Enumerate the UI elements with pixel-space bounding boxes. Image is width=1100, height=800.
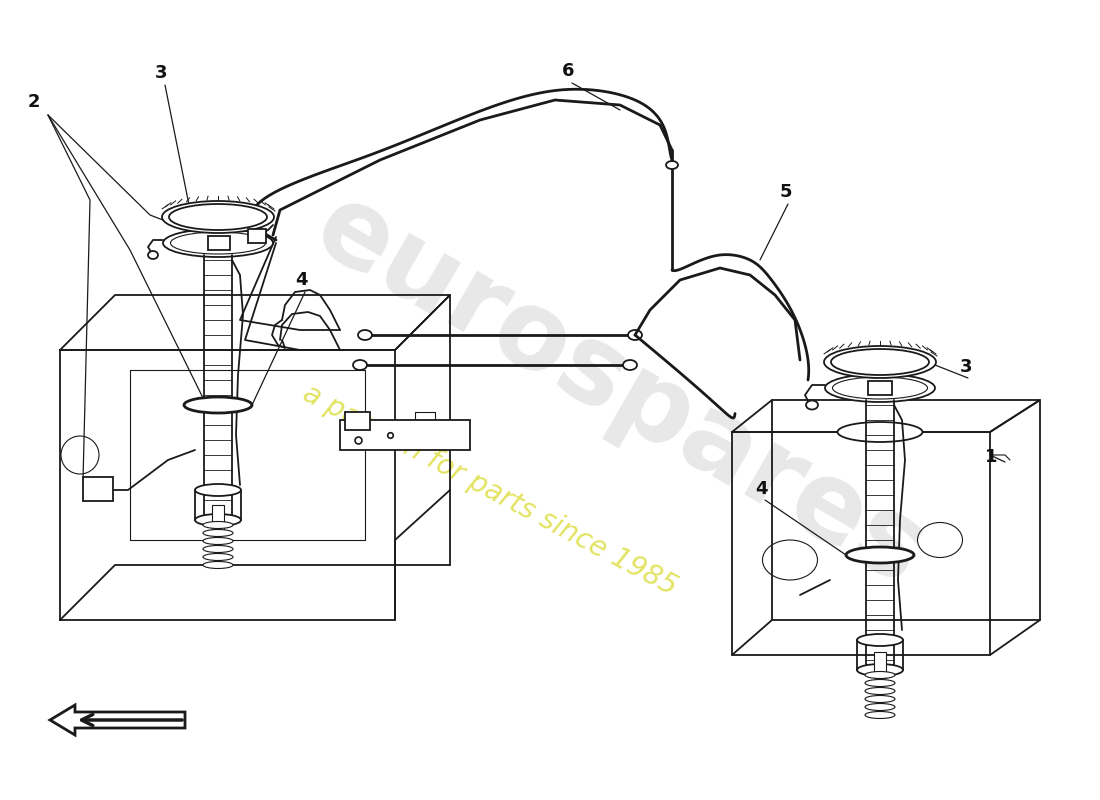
Ellipse shape (865, 703, 895, 710)
Text: eurospares: eurospares (297, 173, 944, 607)
Ellipse shape (846, 547, 914, 563)
Text: 3: 3 (155, 64, 167, 82)
Text: 6: 6 (562, 62, 574, 80)
Ellipse shape (169, 204, 267, 230)
Ellipse shape (162, 201, 274, 233)
Bar (208, 236, 230, 250)
Ellipse shape (170, 232, 265, 254)
Bar (345, 412, 370, 430)
Ellipse shape (195, 484, 241, 496)
Ellipse shape (865, 695, 895, 702)
Ellipse shape (204, 538, 233, 545)
Ellipse shape (837, 422, 923, 442)
Bar (248, 229, 266, 243)
Bar (868, 381, 892, 395)
Ellipse shape (204, 546, 233, 553)
Ellipse shape (857, 634, 903, 646)
Ellipse shape (163, 229, 273, 257)
Text: 5: 5 (780, 183, 792, 201)
Ellipse shape (857, 664, 903, 676)
Text: 4: 4 (295, 271, 308, 289)
Bar (212, 505, 224, 530)
Ellipse shape (865, 687, 895, 694)
Ellipse shape (865, 711, 895, 718)
Ellipse shape (204, 530, 233, 537)
Ellipse shape (865, 679, 895, 686)
Bar (415, 412, 434, 428)
Ellipse shape (833, 377, 927, 399)
Text: 2: 2 (28, 93, 41, 111)
Ellipse shape (204, 554, 233, 561)
Bar (82, 477, 113, 501)
Bar (340, 420, 470, 450)
Text: 4: 4 (755, 480, 768, 498)
Ellipse shape (184, 397, 252, 413)
Ellipse shape (830, 349, 930, 375)
Ellipse shape (628, 330, 642, 340)
Ellipse shape (204, 562, 233, 569)
Text: a passion for parts since 1985: a passion for parts since 1985 (298, 379, 682, 601)
Ellipse shape (865, 671, 895, 678)
Text: 1: 1 (984, 448, 998, 466)
Ellipse shape (204, 522, 233, 529)
Ellipse shape (623, 360, 637, 370)
Ellipse shape (353, 360, 367, 370)
Bar (874, 652, 886, 678)
Ellipse shape (666, 161, 678, 169)
Ellipse shape (825, 374, 935, 402)
Ellipse shape (148, 251, 158, 259)
Ellipse shape (806, 401, 818, 410)
Ellipse shape (358, 330, 372, 340)
Ellipse shape (824, 346, 936, 378)
Ellipse shape (195, 514, 241, 526)
Text: 3: 3 (960, 358, 972, 376)
